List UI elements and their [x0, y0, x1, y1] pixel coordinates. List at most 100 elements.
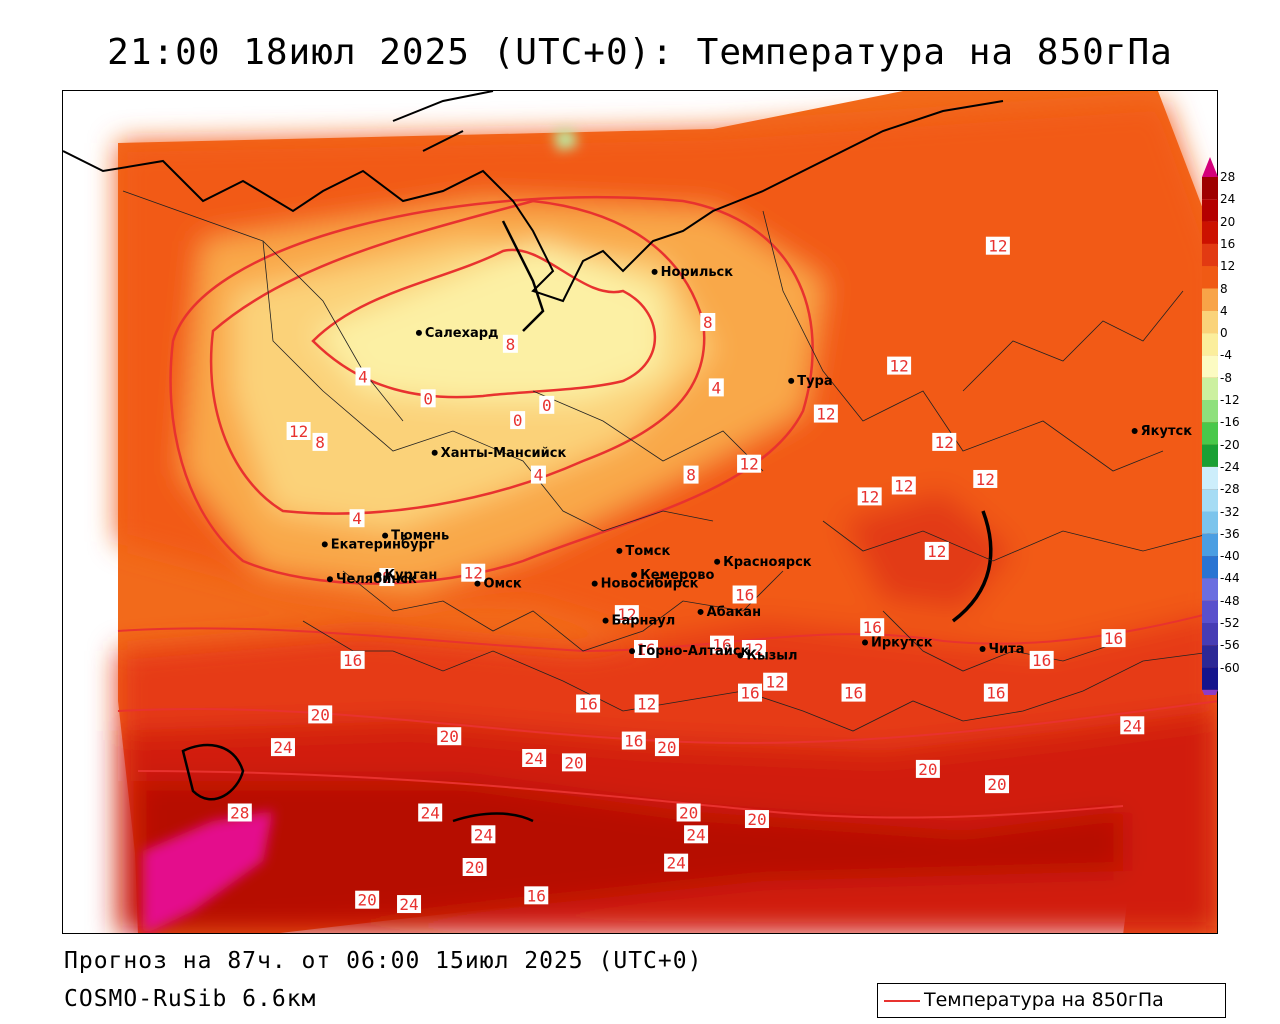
city-marker	[326, 576, 333, 583]
forecast-info: Прогноз на 87ч. от 06:00 15июл 2025 (UTC…	[64, 948, 703, 974]
isoline-label-bg	[654, 738, 679, 757]
colorbar-swatch	[1202, 667, 1218, 690]
isoline-label: 0	[542, 396, 552, 415]
isoline-label: 12	[617, 605, 636, 624]
arctic-coast	[63, 100, 1004, 303]
isoline-label: 12	[289, 422, 308, 441]
isotherm-24	[137, 770, 1124, 819]
isoline-label: 24	[399, 895, 418, 914]
city-marker	[321, 541, 328, 548]
isoline-label: 20	[311, 705, 330, 724]
colorbar-swatch	[1202, 333, 1218, 356]
colorbar-swatch	[1202, 489, 1218, 512]
isoline-label: 20	[918, 760, 937, 779]
city-label: Ханты-Мансийск	[441, 446, 567, 461]
colorbar-level-label: 16	[1220, 236, 1236, 251]
colorbar-level-label: -56	[1220, 638, 1240, 653]
aral-caspian	[181, 743, 245, 801]
legend: Температура на 850гПа	[877, 983, 1226, 1018]
zone-28	[143, 811, 273, 933]
isoline-label: 16	[1032, 651, 1051, 670]
colorbar-level-label: 4	[1220, 303, 1228, 318]
isoline-label: 20	[358, 891, 377, 910]
colorbar-level-label: 0	[1220, 326, 1228, 341]
isoline-label-bg	[522, 749, 547, 767]
isoline-label-bg	[684, 825, 709, 844]
colorbar-level-label: 12	[1220, 259, 1236, 274]
colorbar-level-label: -44	[1220, 571, 1240, 586]
colorbar-level-label: -16	[1220, 415, 1240, 430]
isoline-label: 12	[739, 455, 758, 474]
city-marker	[382, 532, 389, 539]
colorbar-level-label: -32	[1220, 504, 1240, 519]
isoline-label-bg	[524, 886, 549, 905]
city-marker	[862, 639, 869, 646]
isoline-label: 20	[657, 738, 676, 757]
page-title: 21:00 18июл 2025 (UTC+0): Температура на…	[107, 32, 1173, 73]
colorbar-level-label: -52	[1220, 616, 1240, 630]
isoline-label-bg	[744, 810, 769, 829]
city-marker	[737, 652, 744, 659]
isoline-label: 16	[624, 732, 643, 751]
colorbar-swatch	[1202, 266, 1218, 289]
isoline-label: 16	[1104, 629, 1123, 648]
isoline-label: 24	[666, 854, 685, 873]
isoline-label-bg	[741, 640, 766, 658]
yamal-coast	[501, 220, 545, 332]
isoline-label: 8	[315, 433, 325, 452]
zone-0	[313, 241, 663, 401]
colorbar	[1202, 157, 1218, 695]
isoline-label-bg	[561, 753, 586, 772]
city-label: Кызыл	[746, 649, 797, 664]
city-marker	[697, 608, 704, 615]
city-label: Иркутск	[871, 635, 933, 650]
novaya-zemlya	[392, 91, 494, 152]
lake-baikal	[951, 510, 993, 623]
isoline-label-bg	[973, 469, 998, 488]
colorbar-swatch	[1202, 533, 1218, 557]
isoline-label-bg	[340, 650, 365, 669]
isoline-label-bg	[270, 738, 295, 757]
colorbar-swatch	[1202, 422, 1218, 445]
colorbar-swatch	[1202, 578, 1218, 601]
city-label: Абакан	[707, 605, 762, 620]
isoline-label: 28	[230, 804, 249, 823]
isoline-label: 20	[679, 804, 698, 823]
isoline-label: 16	[578, 695, 597, 714]
city-marker	[629, 648, 636, 655]
cities: Норильск Салехард Якутск Тура Ханты-Мансийск…	[321, 265, 1192, 664]
isoline-label-bg	[841, 683, 866, 702]
isoline-label-bg	[738, 683, 762, 702]
colorbar-level-label: -40	[1220, 549, 1240, 564]
isoline-label-bg	[510, 411, 526, 430]
isoline-label: 24	[273, 738, 292, 757]
city-label: Горно-Алтайск	[638, 644, 750, 659]
colorbar-level-label: -4	[1220, 348, 1232, 363]
zone-cool-north	[553, 129, 578, 151]
colorbar-swatch	[1202, 221, 1218, 244]
isoline-label-bg	[1120, 716, 1145, 735]
isoline-label: 8	[703, 313, 713, 332]
city-marker	[616, 547, 623, 554]
isoline-label-bg	[710, 635, 735, 654]
isoline-label: 12	[894, 477, 913, 496]
isoline-label: 20	[564, 753, 583, 772]
isoline-label: 16	[844, 684, 863, 703]
isoline-label: 4	[352, 509, 362, 528]
colorbar-level-label: -36	[1220, 526, 1240, 541]
isoline-label: 16	[636, 640, 655, 659]
colorbar-swatch	[1202, 511, 1218, 534]
isoline-label: 8	[382, 568, 392, 587]
isoline-label: 20	[987, 775, 1006, 794]
city-label: Кемерово	[640, 568, 714, 583]
isoline-label-bg	[1029, 650, 1054, 669]
isoline-label-bg	[737, 454, 762, 473]
isoline-label: 16	[343, 651, 362, 670]
colorbar-swatch	[1202, 243, 1218, 267]
city-marker	[979, 646, 986, 652]
colorbar-swatch	[1202, 377, 1218, 400]
isoline-label: 8	[506, 335, 516, 354]
colorbar-swatch	[1202, 199, 1218, 222]
isoline-label: 12	[927, 542, 946, 561]
